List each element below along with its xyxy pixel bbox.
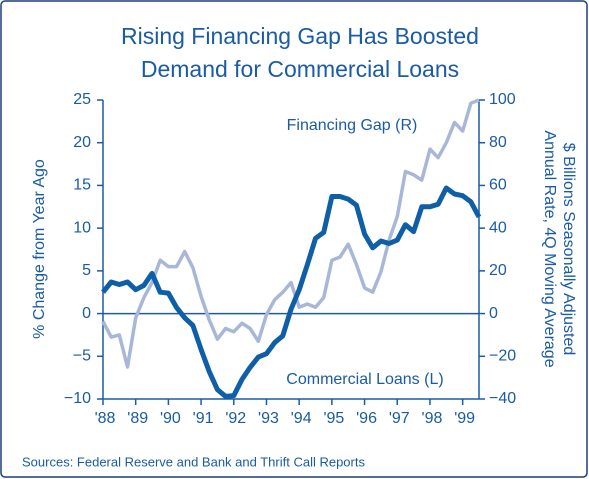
x-tick-label: '98: [422, 410, 443, 427]
y2-tick-label: 80: [489, 134, 507, 151]
y2-axis-label: $ Billions Seasonally Adjusted: [560, 143, 577, 356]
chart-title: Demand for Commercial Loans: [141, 56, 459, 82]
y2-tick-label: 60: [489, 177, 507, 194]
x-tick-label: '89: [127, 410, 148, 427]
y-axis-label: % Change from Year Ago: [31, 159, 48, 339]
x-tick-label: '91: [193, 410, 214, 427]
x-tick-label: '93: [258, 410, 279, 427]
series-line: [101, 185, 482, 399]
y2-tick-label: 20: [489, 262, 507, 279]
x-tick-label: '99: [454, 410, 475, 427]
source-note: Sources: Federal Reserve and Bank and Th…: [22, 454, 365, 469]
x-tick-label: '92: [225, 410, 246, 427]
series-label: Commercial Loans (L): [286, 371, 443, 388]
x-tick-label: '88: [95, 410, 116, 427]
y-tick-label: 5: [82, 262, 91, 279]
series-line: [101, 98, 480, 369]
y2-tick-label: 40: [489, 219, 507, 236]
x-tick-label: '96: [356, 410, 377, 427]
y-tick-label: 0: [82, 305, 91, 322]
y-tick-label: 10: [73, 219, 91, 236]
x-tick-label: '90: [160, 410, 181, 427]
y-tick-label: 15: [73, 177, 91, 194]
y-tick-label: 20: [73, 134, 91, 151]
y2-axis-label: Annual Rate, 4Q Moving Average: [541, 130, 558, 367]
y2-tick-label: −40: [489, 390, 516, 407]
y2-tick-label: 100: [489, 91, 516, 108]
chart-title: Rising Financing Gap Has Boosted: [121, 23, 479, 49]
x-tick-label: '95: [323, 410, 344, 427]
y2-tick-label: 0: [489, 305, 498, 322]
series-label: Financing Gap (R): [287, 117, 418, 134]
x-tick-label: '94: [291, 410, 312, 427]
y-tick-label: 25: [73, 91, 91, 108]
x-tick-label: '97: [389, 410, 410, 427]
y-tick-label: −10: [64, 390, 91, 407]
y-tick-label: −5: [73, 348, 91, 365]
y2-tick-label: −20: [489, 348, 516, 365]
